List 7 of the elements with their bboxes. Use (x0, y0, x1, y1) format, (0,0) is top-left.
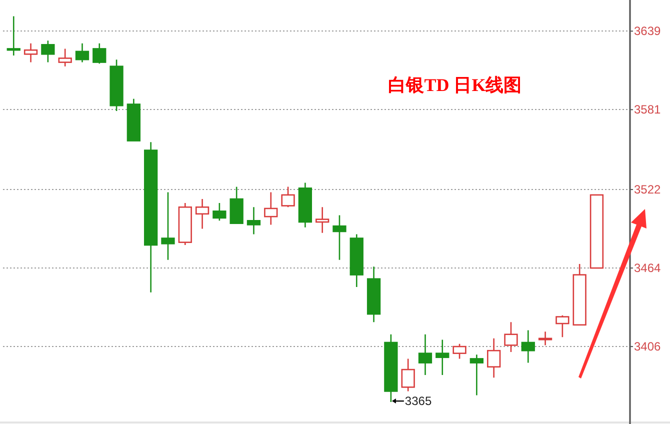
y-tick-label: 3581 (634, 102, 662, 117)
y-tick-label: 3522 (634, 182, 662, 197)
text: 白银TD 日K线图 (388, 75, 522, 95)
y-tick-label: 3406 (634, 340, 662, 354)
y-tick-label: 3464 (634, 261, 662, 276)
annotation: 3365 (404, 394, 432, 408)
y-tick-label: 3639 (634, 24, 662, 38)
